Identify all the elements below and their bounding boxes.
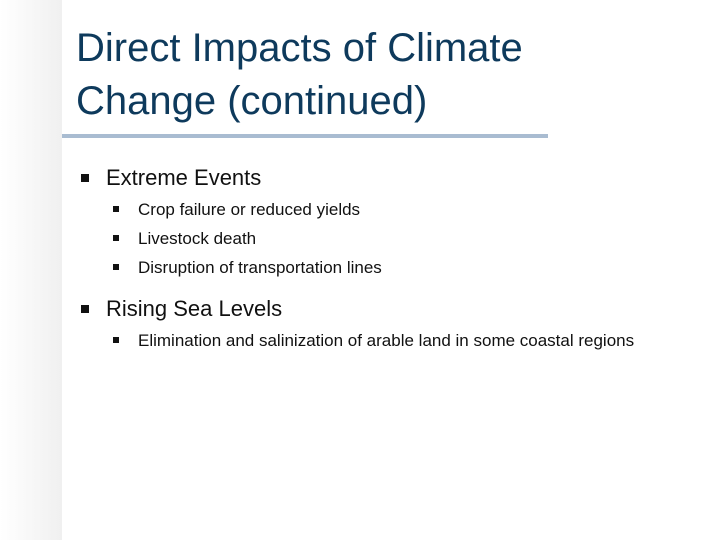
bullet-marker <box>113 235 119 241</box>
bullet-marker <box>81 305 89 313</box>
sub-bullet: Elimination and salinization of arable l… <box>78 329 668 352</box>
bullet-text: Extreme Events <box>106 165 262 190</box>
sub-bullet: Livestock death <box>78 227 668 250</box>
bullet-text: Crop failure or reduced yields <box>138 200 361 219</box>
bullet-text: Elimination and salinization of arable l… <box>138 331 635 350</box>
bullet-list: Extreme Events Crop failure or reduced yi… <box>78 164 668 368</box>
title-rule <box>62 134 548 138</box>
bullet: Rising Sea Levels <box>78 295 668 323</box>
bullet-group: Rising Sea Levels Elimination and saliniz… <box>78 295 668 352</box>
bullet-text: Rising Sea Levels <box>106 296 283 321</box>
sub-bullet: Crop failure or reduced yields <box>78 198 668 221</box>
bullet-marker <box>81 174 89 182</box>
bullet-text: Disruption of transportation lines <box>138 258 382 277</box>
sub-bullet: Disruption of transportation lines <box>78 256 668 279</box>
bullet: Extreme Events <box>78 164 668 192</box>
slide-title: Direct Impacts of Climate Change (contin… <box>76 26 523 123</box>
side-band <box>0 0 62 540</box>
bullet-marker <box>113 206 119 212</box>
bullet-group: Extreme Events Crop failure or reduced yi… <box>78 164 668 279</box>
bullet-marker <box>113 337 119 343</box>
bullet-text: Livestock death <box>138 229 257 248</box>
bullet-marker <box>113 264 119 270</box>
